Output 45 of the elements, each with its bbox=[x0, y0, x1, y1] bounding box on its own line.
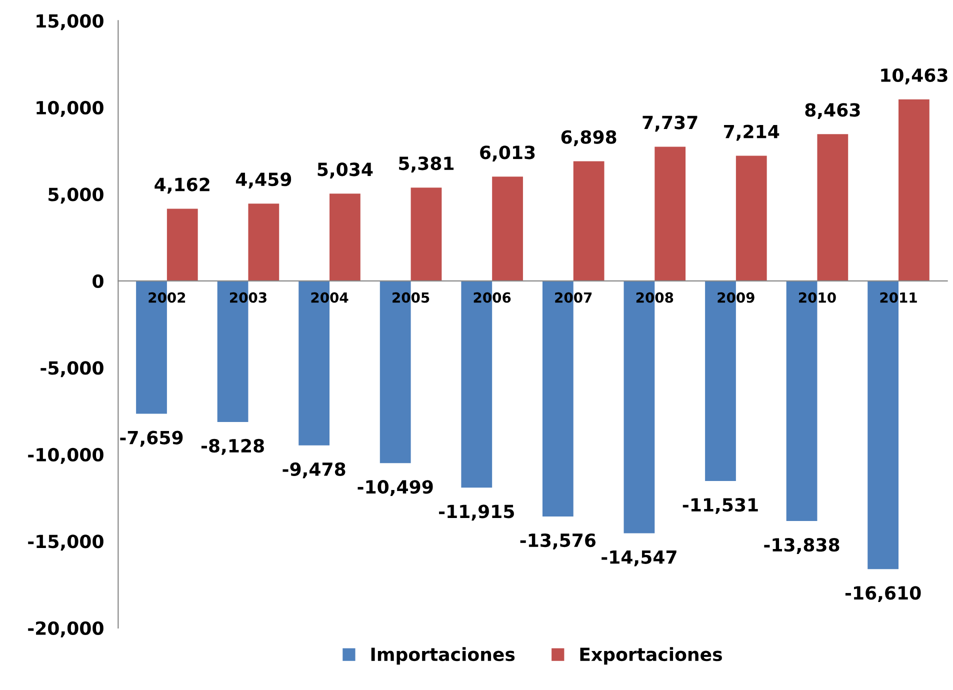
bar bbox=[410, 188, 442, 281]
data-label: 5,381 bbox=[399, 156, 454, 172]
data-label: -11,531 bbox=[682, 498, 758, 514]
bar bbox=[248, 204, 280, 281]
y-tick-label: 15,000 bbox=[36, 14, 104, 30]
x-tick-label: 2011 bbox=[880, 292, 917, 303]
data-label: 4,459 bbox=[236, 172, 292, 188]
bar bbox=[898, 99, 930, 281]
data-label: -16,610 bbox=[845, 586, 921, 602]
data-label: -13,576 bbox=[520, 533, 596, 550]
data-label: 7,737 bbox=[642, 116, 698, 132]
data-label: -11,915 bbox=[439, 504, 514, 521]
data-label: -9,478 bbox=[282, 462, 346, 478]
data-label: 6,898 bbox=[561, 130, 616, 146]
legend-label: Exportaciones bbox=[580, 647, 722, 665]
y-tick-label: -15,000 bbox=[28, 534, 104, 551]
data-label: 10,463 bbox=[881, 68, 948, 84]
y-tick-label: 10,000 bbox=[36, 100, 104, 117]
bar bbox=[736, 156, 767, 281]
data-label: -14,547 bbox=[602, 550, 676, 566]
data-label: 5,034 bbox=[318, 162, 373, 179]
data-label: 7,214 bbox=[724, 124, 780, 141]
x-tick-label: 2005 bbox=[392, 292, 430, 303]
bar bbox=[573, 161, 604, 281]
bar bbox=[492, 176, 523, 281]
data-label: 4,162 bbox=[154, 178, 210, 194]
x-tick-label: 2009 bbox=[718, 292, 754, 303]
x-tick-label: 2003 bbox=[230, 292, 266, 303]
bar bbox=[654, 146, 686, 281]
bar bbox=[166, 208, 198, 281]
y-tick-label: -20,000 bbox=[28, 621, 104, 638]
x-tick-label: 2007 bbox=[555, 292, 592, 303]
data-label: -8,128 bbox=[201, 438, 264, 455]
legend-label: Importaciones bbox=[371, 647, 515, 665]
y-tick-label: 5,000 bbox=[48, 188, 104, 204]
bar bbox=[330, 194, 360, 281]
bar bbox=[817, 134, 848, 281]
data-label: -7,659 bbox=[120, 430, 183, 447]
data-label: 6,013 bbox=[480, 146, 535, 162]
data-label: -10,499 bbox=[358, 480, 433, 496]
y-tick-label: 0 bbox=[92, 274, 104, 288]
y-tick-label: -10,000 bbox=[28, 448, 104, 464]
data-label: -13,838 bbox=[764, 538, 840, 554]
y-tick-label: -5,000 bbox=[40, 361, 104, 378]
data-label: 8,463 bbox=[805, 103, 860, 120]
